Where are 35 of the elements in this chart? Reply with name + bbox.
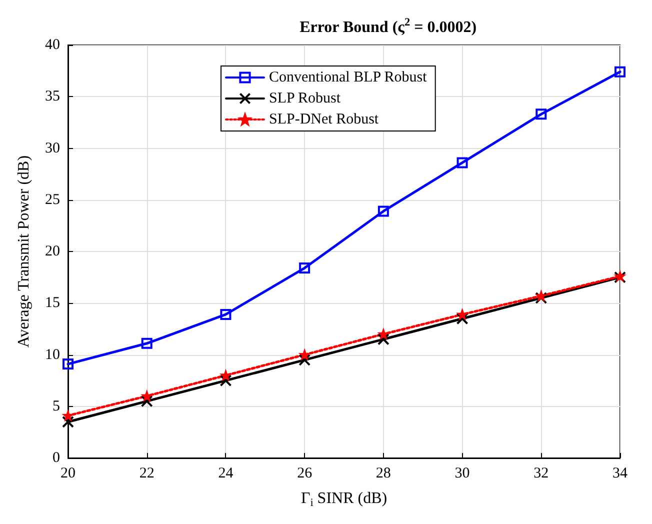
x-tick-label: 30 [454,466,470,482]
point [535,292,548,304]
x-tick-label: 22 [139,466,154,482]
y-tick-label: 0 [52,450,60,466]
point [140,395,153,408]
point [614,66,626,78]
point [456,312,468,325]
y-tick-label: 30 [45,140,60,156]
x-tick-label: 26 [297,466,313,482]
x-tick-label: 28 [376,466,391,482]
point [299,262,310,274]
point [141,338,152,349]
y-tick-label: 25 [45,192,60,208]
x-tick-label: 32 [534,466,549,482]
point [62,416,74,428]
x-tick-label: 34 [612,466,628,482]
point [62,358,74,370]
legend-label: SLP Robust [269,90,342,106]
y-tick-label: 40 [45,37,60,53]
y-axis-title: Average Transmit Power (dB) [16,155,32,348]
point [377,333,390,346]
x-tick-label: 24 [218,466,234,482]
point [378,206,389,217]
point [536,108,547,120]
point [220,308,232,320]
legend-label: Conventional BLP Robust [269,70,428,86]
y-tick-label: 15 [45,295,60,312]
legend-label: SLP-DNet Robust [269,112,380,128]
y-tick-label: 35 [45,88,60,105]
y-tick-label: 5 [52,398,60,414]
point [220,374,232,387]
point [298,354,311,366]
y-tick-label: 20 [45,244,60,260]
point [456,157,468,168]
y-tick-label: 10 [45,346,60,363]
